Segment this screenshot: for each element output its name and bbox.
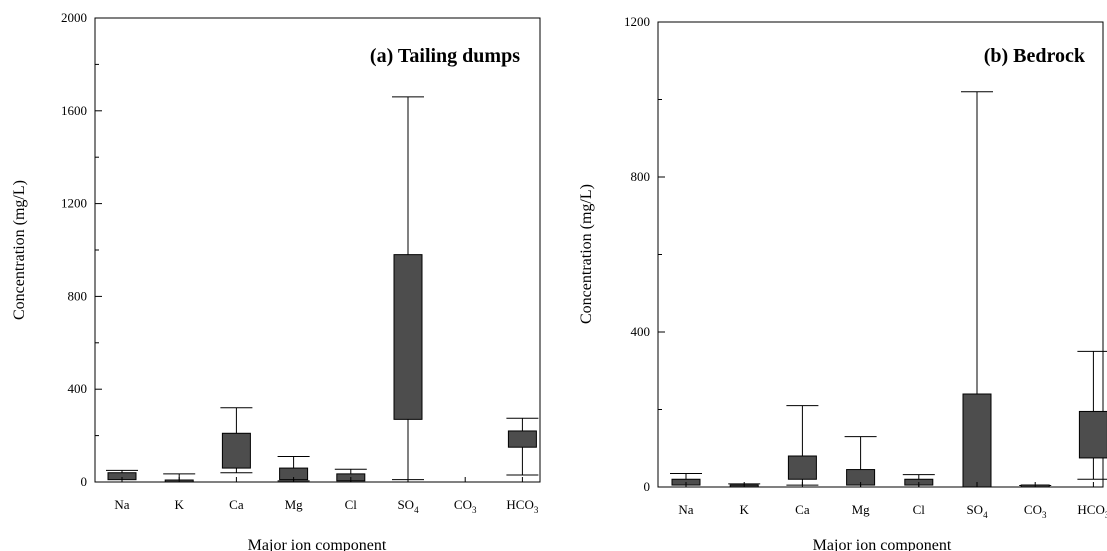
box-mg bbox=[844, 436, 877, 488]
x-axis-title-b: Major ion component bbox=[813, 537, 952, 551]
x-tick-label: Mg bbox=[852, 502, 871, 517]
x-tick-label: K bbox=[175, 497, 185, 512]
x-tick-label: CO3 bbox=[454, 497, 477, 515]
plot-frame-a bbox=[94, 17, 541, 483]
x-tick-label: Na bbox=[678, 502, 693, 517]
box-iqr bbox=[221, 432, 251, 469]
x-tick-label: HCO3 bbox=[1077, 502, 1107, 520]
y-tick-label: 0 bbox=[81, 474, 88, 489]
box-ca bbox=[220, 407, 253, 474]
box-mg bbox=[277, 455, 310, 482]
y-tick-label: 800 bbox=[68, 288, 88, 303]
box-hco3 bbox=[1077, 350, 1107, 480]
y-tick-label: 400 bbox=[631, 324, 651, 339]
boxes-a bbox=[106, 96, 539, 483]
y-ticks-b: 0 400 800 1200 bbox=[624, 14, 665, 494]
x-tick-label: K bbox=[740, 502, 750, 517]
x-tick-label: Ca bbox=[229, 497, 244, 512]
y-axis-title-a: Concentration (mg/L) bbox=[11, 180, 28, 320]
box-iqr bbox=[507, 430, 537, 448]
x-tick-label: CO3 bbox=[1024, 502, 1047, 520]
box-iqr bbox=[787, 455, 817, 480]
panel-bedrock: (b) Bedrock Major ion component Concentr… bbox=[578, 14, 1107, 551]
x-tick-label: Cl bbox=[913, 502, 926, 517]
x-tick-label: SO4 bbox=[966, 502, 988, 520]
y-ticks-a: 0 400 800 1200 1600 2000 bbox=[61, 10, 102, 489]
x-axis-title-a: Major ion component bbox=[248, 537, 387, 551]
box-ca bbox=[786, 405, 819, 486]
x-tick-labels-b: Na K Ca Mg Cl SO4 CO3 HCO3 bbox=[678, 482, 1107, 520]
box-hco3 bbox=[506, 417, 539, 476]
x-tick-label: Ca bbox=[795, 502, 810, 517]
panel-title-a: (a) Tailing dumps bbox=[370, 45, 520, 67]
box-iqr bbox=[962, 393, 992, 488]
box-so4 bbox=[392, 96, 424, 481]
y-tick-label: 400 bbox=[68, 381, 88, 396]
x-tick-label: SO4 bbox=[397, 497, 419, 515]
y-tick-label: 1600 bbox=[61, 103, 87, 118]
y-axis-title-b: Concentration (mg/L) bbox=[578, 184, 595, 324]
x-tick-label: Cl bbox=[345, 497, 358, 512]
panel-title-b: (b) Bedrock bbox=[984, 45, 1086, 67]
box-so4 bbox=[961, 91, 993, 488]
box-iqr bbox=[393, 254, 423, 420]
y-tick-label: 0 bbox=[644, 479, 651, 494]
plot-frame-b bbox=[657, 21, 1104, 488]
x-tick-labels-a: Na K Ca Mg Cl SO4 CO3 HCO3 bbox=[114, 477, 539, 515]
x-tick-label: Na bbox=[114, 497, 129, 512]
panel-tailing-dumps: (a) Tailing dumps Major ion component Co… bbox=[11, 10, 541, 551]
y-tick-label: 2000 bbox=[61, 10, 87, 25]
x-tick-label: HCO3 bbox=[506, 497, 538, 515]
box-iqr bbox=[1078, 410, 1107, 459]
y-tick-label: 800 bbox=[631, 169, 651, 184]
y-tick-label: 1200 bbox=[61, 196, 87, 211]
y-tick-label: 1200 bbox=[624, 14, 650, 29]
x-tick-label: Mg bbox=[285, 497, 304, 512]
boxes-b bbox=[670, 91, 1107, 488]
